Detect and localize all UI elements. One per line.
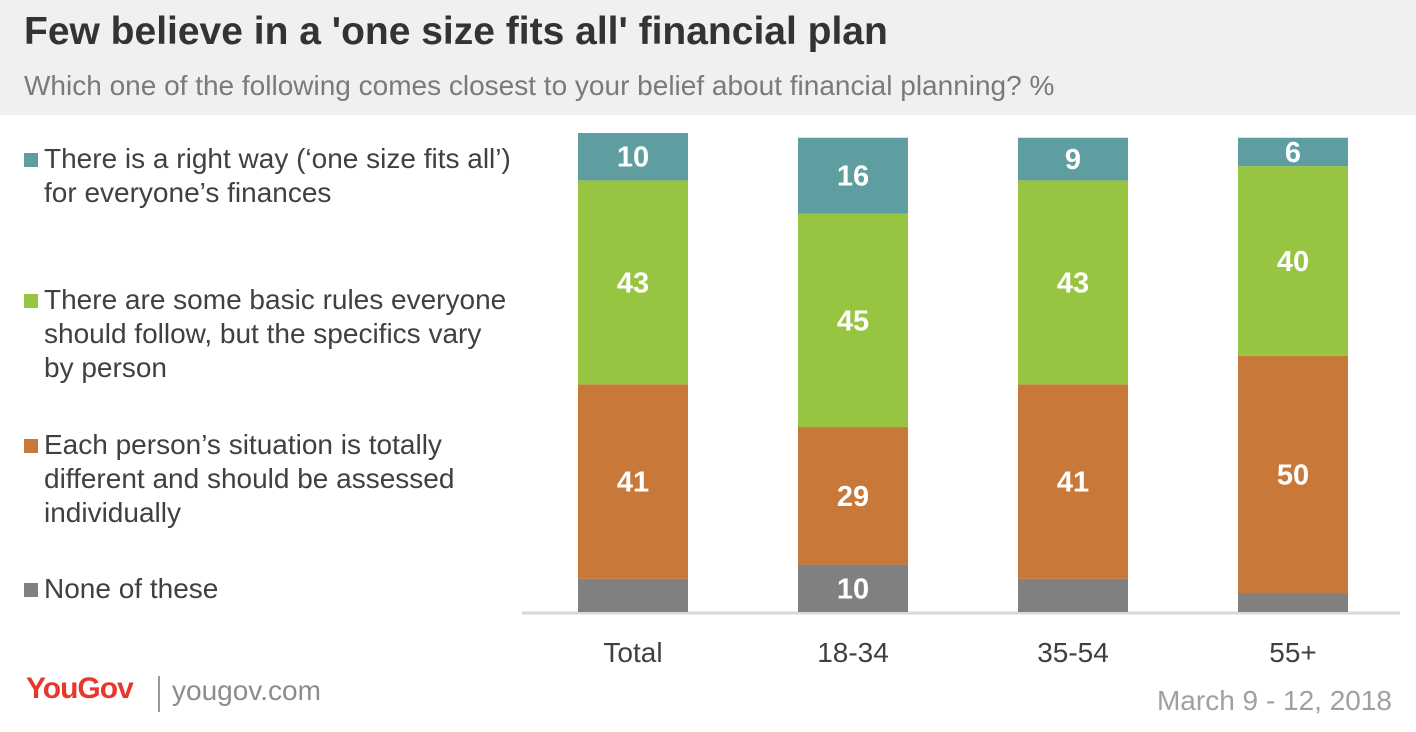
data-label-1834-s2: 29 (837, 481, 869, 513)
data-label-1834-s0: 16 (837, 161, 869, 193)
bar-segment-55-s1 (1238, 166, 1348, 356)
data-label-Total-s1: 43 (617, 267, 649, 299)
data-label-1834-s3: 10 (837, 573, 869, 605)
data-label-55-s0: 6 (1285, 137, 1301, 169)
category-label-1834: 18-34 (817, 637, 889, 668)
data-label-3554-s1: 43 (1057, 267, 1089, 299)
bar-segment-3554-s0 (1018, 137, 1128, 181)
bar-segment-55-s2 (1238, 355, 1348, 594)
data-label-3554-s0: 9 (1065, 144, 1081, 176)
data-label-1834-s1: 45 (837, 305, 869, 337)
category-label-Total: Total (603, 637, 662, 668)
bar-segment-Total-s2 (578, 384, 688, 579)
bar-segment-1834-s1 (798, 213, 908, 428)
bar-segment-1834-s2 (798, 427, 908, 565)
data-label-3554-s2: 41 (1057, 467, 1089, 499)
bar-segment-3554-s1 (1018, 180, 1128, 385)
bar-segment-Total-s0 (578, 133, 688, 181)
legend-label-none: None of these (44, 573, 219, 604)
bar-segment-55-s0 (1238, 137, 1348, 167)
legend-item-each-person: Each person’s situation is totally diffe… (24, 428, 514, 530)
bar-segment-55-s3 (1238, 593, 1348, 612)
legend-item-basic-rules: There are some basic rules everyone shou… (24, 283, 514, 385)
chart-title: Few believe in a 'one size fits all' fin… (24, 10, 888, 53)
footer-separator (158, 676, 160, 712)
data-label-Total-s2: 41 (617, 467, 649, 499)
footer-site-link[interactable]: yougov.com (172, 675, 321, 706)
category-label-55: 55+ (1269, 637, 1317, 668)
chart-subtitle: Which one of the following comes closest… (24, 70, 1055, 101)
header-band: Few believe in a 'one size fits all' fin… (0, 0, 1416, 115)
bar-segment-3554-s3 (1018, 578, 1128, 612)
legend-swatch-right-way (24, 153, 38, 167)
legend-swatch-none (24, 583, 38, 597)
bar-segment-1834-s3 (798, 564, 908, 612)
legend-label-right-way: There is a right way (‘one size fits all… (44, 143, 511, 208)
bar-segment-Total-s1 (578, 180, 688, 385)
legend-label-basic-rules: There are some basic rules everyone shou… (44, 284, 507, 383)
legend-item-right-way: There is a right way (‘one size fits all… (24, 142, 514, 210)
bar-segment-3554-s2 (1018, 384, 1128, 579)
bar-segment-Total-s3 (578, 578, 688, 612)
legend-swatch-basic-rules (24, 294, 38, 308)
data-label-55-s1: 40 (1277, 246, 1309, 278)
legend-swatch-each-person (24, 439, 38, 453)
data-label-55-s2: 50 (1277, 459, 1309, 491)
legend-item-none: None of these (24, 572, 514, 606)
category-label-3554: 35-54 (1037, 637, 1109, 668)
yougov-logo: YouGov (26, 672, 134, 705)
bar-segment-1834-s0 (798, 137, 908, 214)
legend-label-each-person: Each person’s situation is totally diffe… (44, 429, 455, 528)
survey-date: March 9 - 12, 2018 (1156, 685, 1392, 716)
data-label-Total-s0: 10 (617, 142, 649, 174)
